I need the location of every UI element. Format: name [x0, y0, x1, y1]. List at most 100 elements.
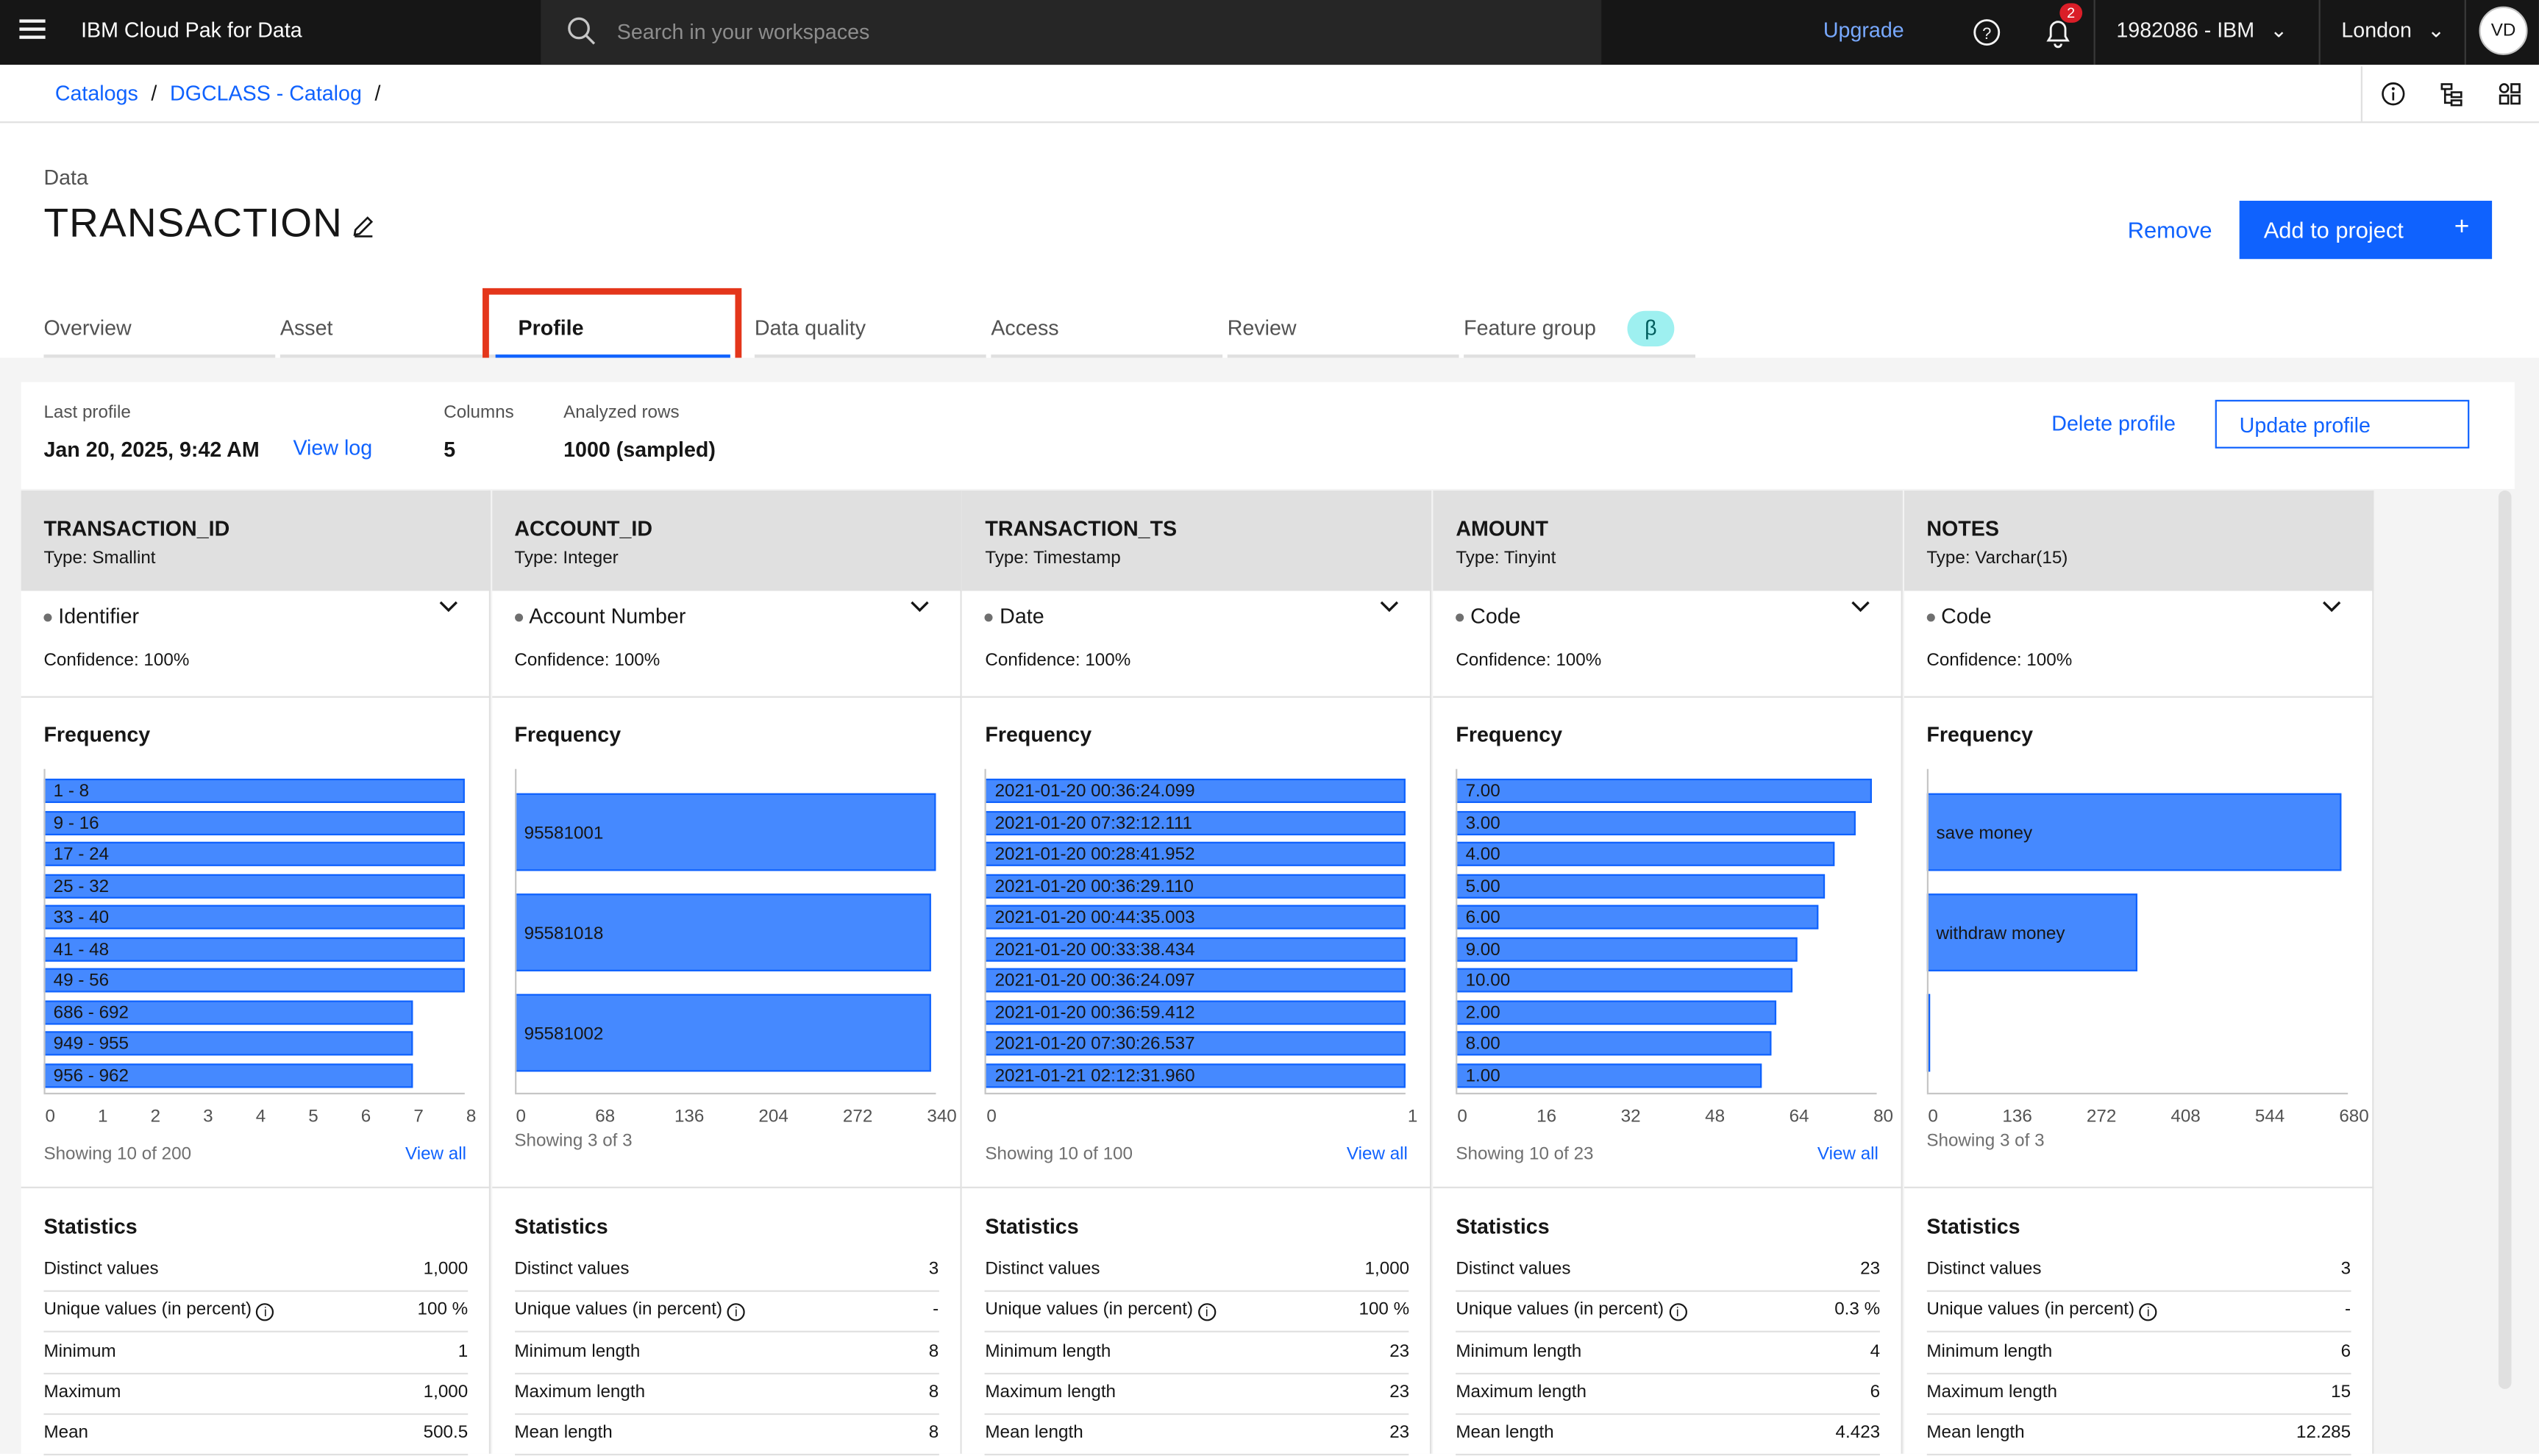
frequency-bar[interactable]: 2.00 — [1456, 999, 1777, 1024]
vertical-scrollbar[interactable] — [2498, 490, 2512, 1389]
frequency-bar[interactable]: 25 - 32 — [43, 873, 465, 898]
frequency-bar[interactable]: 4.00 — [1456, 841, 1835, 866]
chevron-down-icon[interactable] — [439, 601, 458, 614]
chevron-down-icon[interactable] — [1381, 601, 1400, 614]
statistic-name: Maximum length — [985, 1382, 1116, 1402]
frequency-bar[interactable]: 2021-01-21 02:12:31.960 — [985, 1063, 1406, 1088]
info-icon[interactable]: i — [256, 1303, 274, 1322]
view-log-link[interactable]: View log — [293, 435, 373, 460]
frequency-bar[interactable]: 5.00 — [1456, 873, 1825, 898]
product-name[interactable]: IBM Cloud Pak for Data — [81, 18, 302, 43]
hamburger-menu-icon[interactable] — [19, 19, 46, 45]
frequency-bar[interactable]: 3.00 — [1456, 810, 1856, 835]
frequency-bar[interactable]: 2021-01-20 00:36:24.097 — [985, 968, 1406, 993]
lineage-icon[interactable] — [2438, 81, 2464, 107]
frequency-bar[interactable]: 7.00 — [1456, 778, 1872, 803]
view-all-link[interactable]: View all — [1817, 1144, 1879, 1164]
frequency-bar[interactable]: 956 - 962 — [43, 1063, 413, 1088]
classification-value: Identifier — [58, 604, 140, 629]
breadcrumb-catalog[interactable]: DGCLASS - Catalog — [170, 81, 362, 106]
region-switcher[interactable]: London ⌄ — [2341, 18, 2445, 43]
info-icon[interactable]: i — [727, 1303, 745, 1322]
chevron-down-icon[interactable] — [910, 601, 929, 614]
classification-select[interactable]: Date — [985, 604, 1044, 628]
frequency-bar[interactable]: 2021-01-20 00:44:35.003 — [985, 904, 1406, 929]
info-icon[interactable]: i — [1197, 1303, 1216, 1322]
tab-access[interactable]: Access — [991, 301, 1223, 358]
frequency-bar[interactable]: 1 - 8 — [43, 778, 465, 803]
statistic-label: Maximum length — [1456, 1382, 1587, 1402]
frequency-bar[interactable]: 2021-01-20 00:28:41.952 — [985, 841, 1406, 866]
tab-profile[interactable]: Profile — [495, 301, 730, 358]
frequency-bar[interactable]: 949 - 955 — [43, 1031, 413, 1056]
edit-pencil-icon[interactable] — [352, 214, 376, 238]
frequency-bar[interactable]: 2021-01-20 00:36:29.110 — [985, 873, 1406, 898]
tab-review[interactable]: Review — [1227, 301, 1459, 358]
statistic-value: 8 — [928, 1341, 939, 1361]
frequency-bar[interactable]: 2021-01-20 07:32:12.111 — [985, 810, 1406, 835]
info-icon[interactable]: i — [2139, 1303, 2157, 1322]
frequency-bar[interactable]: 2021-01-20 00:33:38.434 — [985, 936, 1406, 961]
frequency-bar[interactable]: 2021-01-20 00:36:59.412 — [985, 999, 1406, 1024]
classification-select[interactable]: Code — [1926, 604, 1992, 628]
frequency-bar[interactable]: 49 - 56 — [43, 968, 465, 993]
frequency-bar[interactable]: 1.00 — [1456, 1063, 1762, 1088]
breadcrumb-catalogs[interactable]: Catalogs — [54, 81, 138, 106]
user-avatar[interactable]: VD — [2479, 6, 2528, 55]
tab-asset[interactable]: Asset — [279, 301, 509, 358]
frequency-bar[interactable]: 8.00 — [1456, 1031, 1772, 1056]
upgrade-link[interactable]: Upgrade — [1823, 18, 1904, 43]
statistic-label: Distinct values — [985, 1259, 1100, 1280]
search-input[interactable]: Search in your workspaces — [616, 19, 870, 44]
frequency-bar[interactable]: 9 - 16 — [43, 810, 465, 835]
remove-button[interactable]: Remove — [2127, 217, 2212, 243]
info-icon[interactable] — [2380, 81, 2406, 107]
notification-bell-icon[interactable] — [2043, 16, 2073, 49]
frequency-bar[interactable]: save money — [1926, 793, 2342, 871]
columns-label: Columns — [444, 403, 514, 423]
account-switcher[interactable]: 1982086 - IBM ⌄ — [2116, 18, 2287, 43]
statistic-label: Distinct values — [1456, 1259, 1571, 1280]
classification-select[interactable]: Account Number — [514, 604, 686, 628]
column-card: AMOUNT Type: Tinyint Code Confidence: 100% F… — [1433, 490, 1903, 1456]
help-icon[interactable]: ? — [1972, 18, 2001, 47]
statistic-label: Minimum length — [1456, 1341, 1582, 1361]
x-tick-label: 0 — [1928, 1107, 1938, 1127]
frequency-bar[interactable]: 2021-01-20 00:36:24.099 — [985, 778, 1406, 803]
x-tick-label: 340 — [927, 1107, 957, 1127]
x-tick-label: 6 — [360, 1107, 371, 1127]
info-icon[interactable]: i — [1668, 1303, 1687, 1322]
bar-label: 956 - 962 — [53, 1066, 129, 1086]
statistic-name: Mean length — [514, 1424, 612, 1443]
bar-label: 2021-01-20 00:33:38.434 — [994, 939, 1195, 960]
tab-overview[interactable]: Overview — [43, 301, 276, 358]
frequency-bar[interactable]: 2021-01-20 07:30:26.537 — [985, 1031, 1406, 1056]
classification-select[interactable]: Identifier — [43, 604, 139, 628]
view-all-link[interactable]: View all — [405, 1144, 467, 1164]
frequency-bar[interactable]: 95581002 — [514, 993, 930, 1072]
frequency-bar[interactable]: 686 - 692 — [43, 999, 413, 1024]
apps-icon[interactable] — [2497, 81, 2523, 107]
frequency-bar[interactable]: 41 - 48 — [43, 936, 465, 961]
update-profile-button[interactable]: Update profile — [2215, 399, 2470, 449]
showing-count: Showing 3 of 3 — [514, 1131, 633, 1152]
statistic-name: Unique values (in percent) i — [43, 1300, 274, 1322]
frequency-bar[interactable]: 10.00 — [1456, 968, 1793, 993]
add-to-project-button[interactable]: Add to project + — [2239, 200, 2493, 260]
chevron-down-icon[interactable] — [2322, 601, 2341, 614]
view-all-link[interactable]: View all — [1346, 1144, 1408, 1164]
frequency-bar[interactable]: 95581018 — [514, 893, 932, 971]
frequency-bar[interactable]: 6.00 — [1456, 904, 1820, 929]
frequency-bar[interactable]: 9.00 — [1456, 936, 1798, 961]
frequency-bar[interactable]: withdraw money — [1926, 893, 2137, 971]
frequency-bar[interactable]: 95581001 — [514, 793, 936, 871]
classification-select[interactable]: Code — [1456, 604, 1521, 628]
frequency-bar[interactable]: 17 - 24 — [43, 841, 465, 866]
delete-profile-button[interactable]: Delete profile — [2051, 411, 2176, 436]
tab-feature-group[interactable]: Feature group — [1464, 301, 1695, 358]
frequency-bar[interactable]: 33 - 40 — [43, 904, 465, 929]
tab-data-quality[interactable]: Data quality — [754, 301, 986, 358]
search-bar[interactable]: Search in your workspaces — [541, 0, 1602, 65]
chevron-down-icon[interactable] — [1851, 601, 1870, 614]
status-dot-icon — [43, 613, 52, 622]
